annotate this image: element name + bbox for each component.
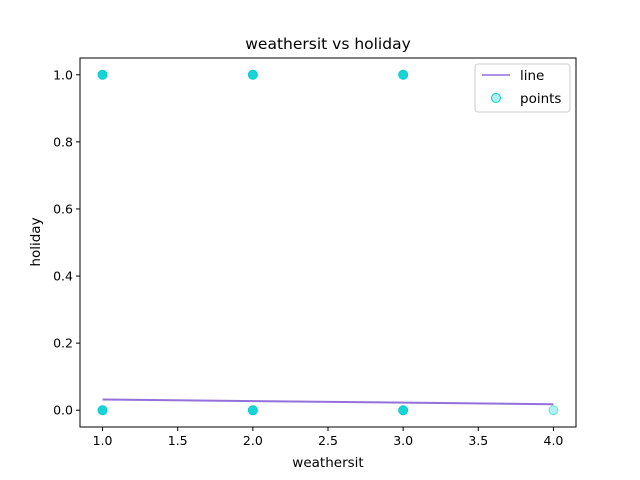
legend-points-swatch [491,93,501,103]
scatter-point [97,69,108,80]
y-tick-label: 0.8 [53,134,73,149]
y-axis: 0.0 0.2 0.4 0.6 0.8 1.0 [53,67,80,418]
y-tick-label: 0.6 [53,201,73,216]
y-axis-label: holiday [28,217,44,266]
legend-label-points: points [520,91,561,107]
plot-area [80,58,576,427]
scatter-point [398,405,409,416]
legend: line points [474,63,571,113]
scatter-point [398,69,409,80]
x-tick-label: 2.0 [243,433,263,448]
y-tick-label: 0.0 [53,403,73,418]
x-tick-label: 2.5 [318,433,338,448]
series-layer [97,69,559,416]
scatter-point [247,405,258,416]
y-tick-label: 0.4 [53,269,73,284]
scatter-point [548,405,559,416]
x-tick-label: 3.0 [393,433,413,448]
x-tick-label: 3.5 [468,433,488,448]
series-line [102,398,554,406]
legend-label-line: line [520,68,544,84]
x-tick-label: 1.0 [93,433,113,448]
chart-title: weathersit vs holiday [245,35,411,53]
scatter-point [97,405,108,416]
scatter-point [247,69,258,80]
y-tick-label: 1.0 [53,67,73,82]
legend-box [474,63,571,113]
x-axis: 1.0 1.5 2.0 2.5 3.0 3.5 4.0 [93,427,564,448]
x-tick-label: 4.0 [544,433,564,448]
x-tick-label: 1.5 [168,433,188,448]
x-axis-label: weathersit [292,455,363,471]
y-tick-label: 0.2 [53,336,73,351]
